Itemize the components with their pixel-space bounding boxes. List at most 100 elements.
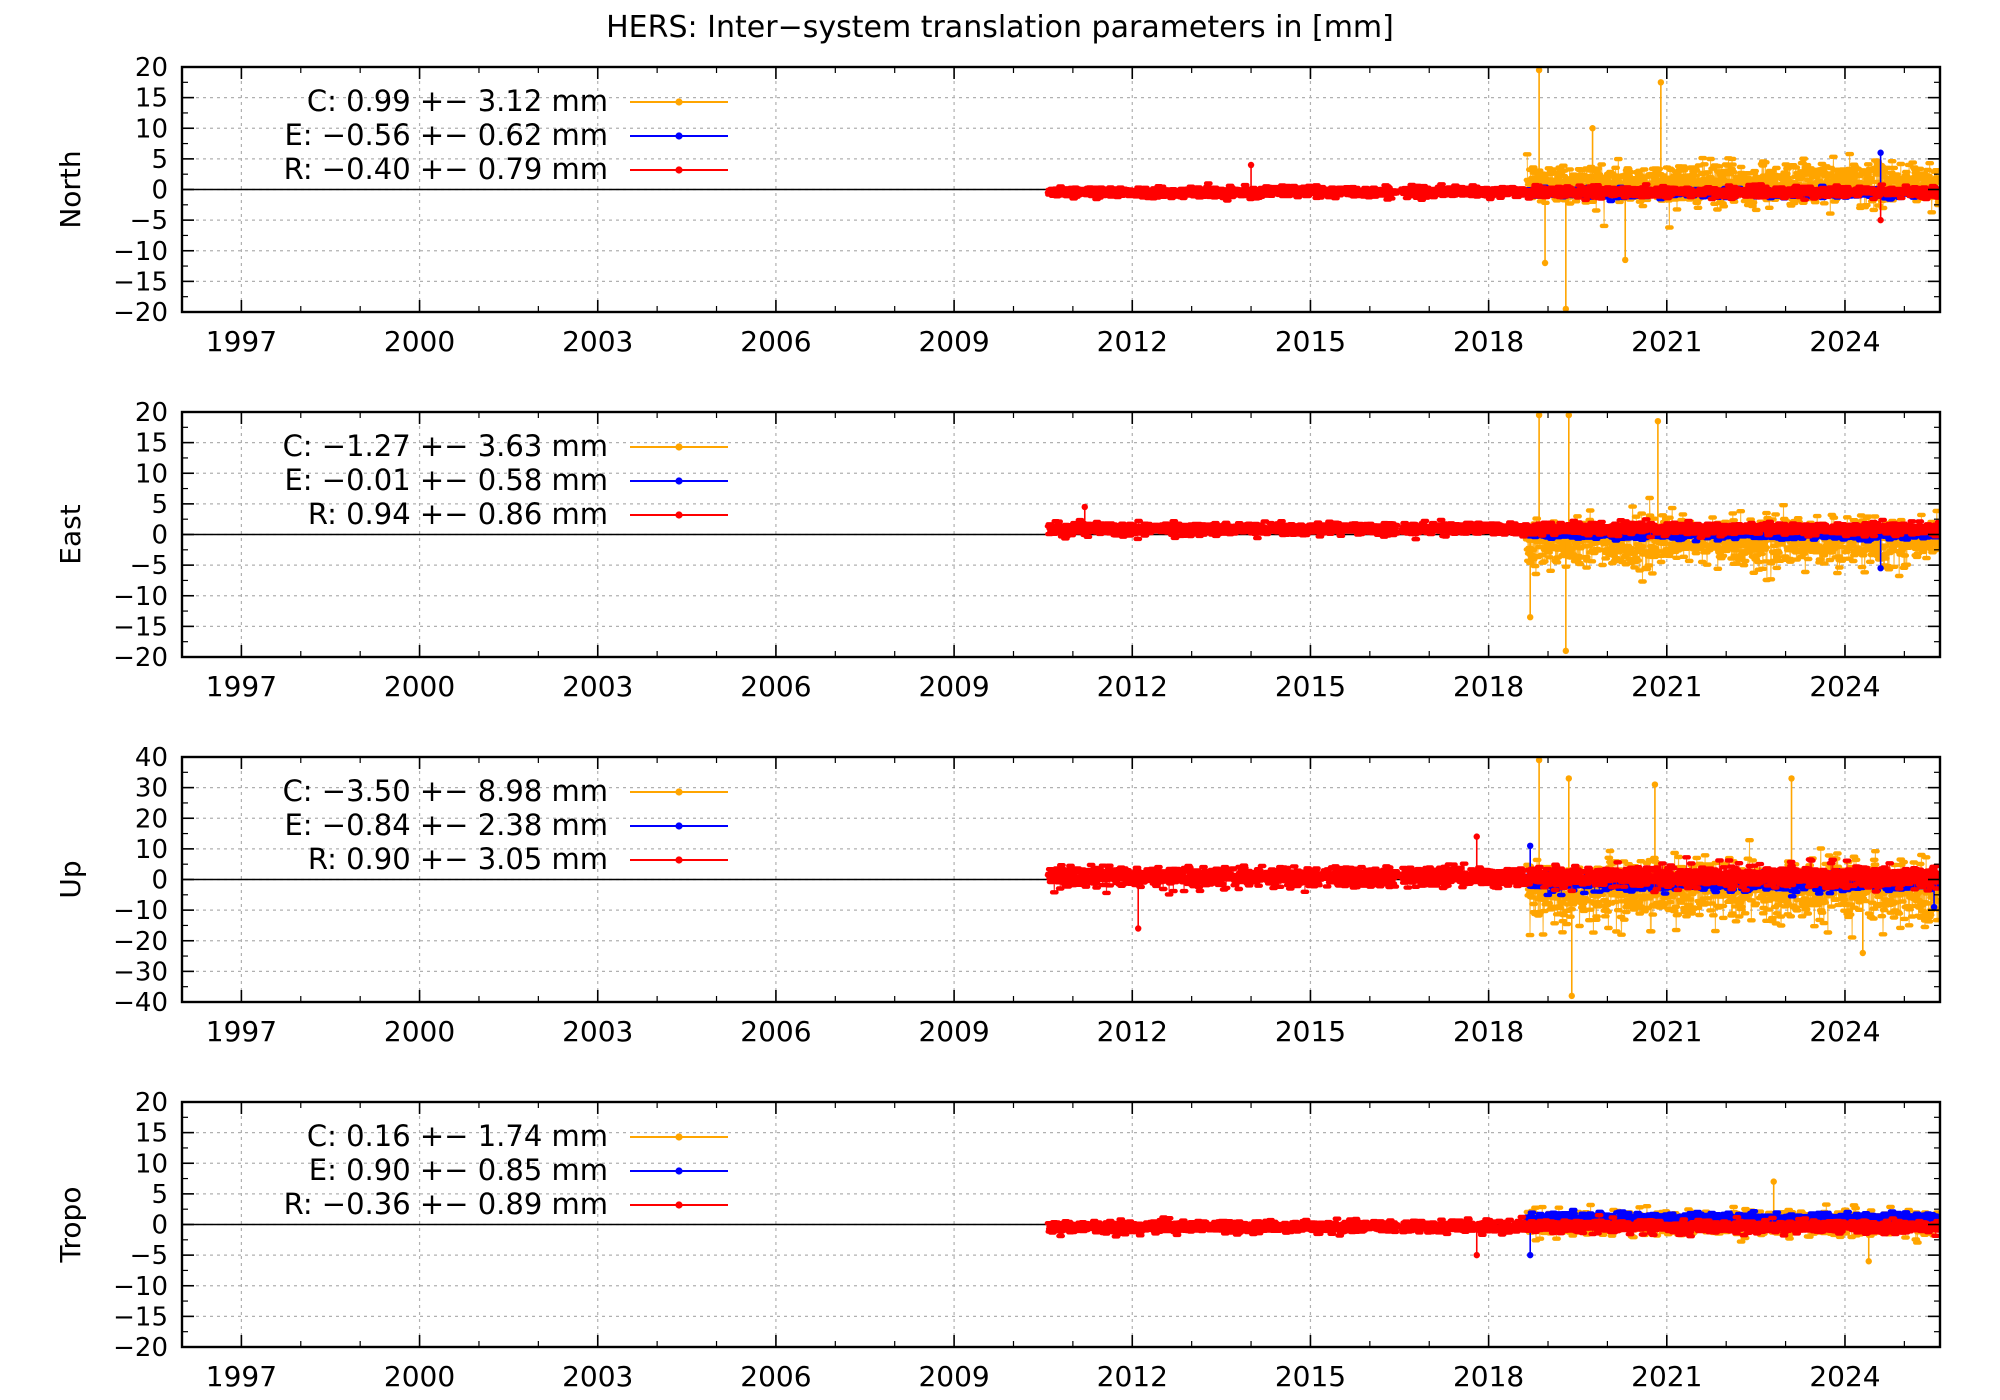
y-tick-label: 20 xyxy=(135,804,168,834)
y-tick-label: 10 xyxy=(135,835,168,865)
data-point-C xyxy=(1568,992,1575,1000)
y-tick-label: 20 xyxy=(135,398,168,428)
y-tick-label: 0 xyxy=(151,866,168,896)
series-points-R xyxy=(1044,855,1940,897)
legend-label-E: E: −0.01 +− 0.58 mm xyxy=(284,463,608,497)
y-tick-label: −10 xyxy=(113,237,168,267)
x-tick-label: 2009 xyxy=(918,670,989,703)
data-point-R xyxy=(1473,1251,1480,1259)
legend-label-E: E: −0.56 +− 0.62 mm xyxy=(284,118,608,152)
x-tick-label: 2018 xyxy=(1453,1015,1524,1048)
legend-marker-R xyxy=(675,1201,683,1209)
data-area xyxy=(1044,757,1940,1000)
y-tick-label: 0 xyxy=(151,521,168,551)
x-tick-label: 2024 xyxy=(1809,325,1880,358)
y-tick-label: −5 xyxy=(130,1241,168,1271)
x-tick-label: 2012 xyxy=(1097,325,1168,358)
data-point-E xyxy=(1526,842,1534,850)
y-tick-label: −40 xyxy=(113,988,168,1018)
data-point-C xyxy=(1541,259,1549,267)
legend-marker-C xyxy=(675,1133,683,1141)
data-point-C xyxy=(1565,412,1572,419)
y-tick-label: −15 xyxy=(113,612,168,642)
y-tick-label: 5 xyxy=(151,145,168,175)
y-tick-label: −10 xyxy=(113,582,168,612)
x-tick-label: 1997 xyxy=(206,1015,277,1048)
data-point-C xyxy=(1565,775,1573,782)
y-tick-label: 5 xyxy=(151,490,168,520)
y-tick-label: −20 xyxy=(113,298,168,328)
data-point-C xyxy=(1535,412,1543,419)
legend-label-C: C: 0.99 +− 3.12 mm xyxy=(307,84,608,118)
y-tick-label: 20 xyxy=(135,1088,168,1118)
x-tick-label: 2012 xyxy=(1097,1360,1168,1393)
legend-marker-C xyxy=(675,788,683,796)
x-tick-label: 2015 xyxy=(1275,670,1346,703)
y-tick-label: 40 xyxy=(135,743,168,773)
data-point-C xyxy=(1526,613,1534,621)
data-point-C xyxy=(1562,305,1570,312)
data-point-C xyxy=(1654,417,1662,425)
x-tick-label: 2024 xyxy=(1809,1360,1880,1393)
x-tick-label: 1997 xyxy=(206,325,277,358)
y-tick-label: 30 xyxy=(135,774,168,804)
y-tick-label: −20 xyxy=(113,643,168,673)
x-tick-label: 2006 xyxy=(740,670,811,703)
data-point-C xyxy=(1770,1178,1777,1185)
x-tick-label: 2003 xyxy=(562,1360,633,1393)
data-area xyxy=(1044,1178,1940,1265)
legend-marker-C xyxy=(675,98,683,106)
x-tick-label: 2006 xyxy=(740,1360,811,1393)
x-tick-label: 2021 xyxy=(1631,670,1702,703)
y-tick-label: −15 xyxy=(113,267,168,297)
data-area xyxy=(1044,67,1940,312)
legend-marker-E xyxy=(675,822,683,830)
x-tick-label: 2021 xyxy=(1631,1360,1702,1393)
data-area xyxy=(1044,412,1940,655)
legend-label-R: R: 0.94 +− 0.86 mm xyxy=(308,497,608,531)
x-tick-label: 2018 xyxy=(1453,1360,1524,1393)
data-point-C xyxy=(1657,79,1665,86)
x-tick-label: 1997 xyxy=(206,1360,277,1393)
series-points-R xyxy=(1044,181,1940,203)
x-tick-label: 2012 xyxy=(1097,670,1168,703)
data-point-C xyxy=(1651,781,1659,788)
legend-marker-R xyxy=(675,166,683,174)
x-tick-label: 2009 xyxy=(918,325,989,358)
y-tick-label: −5 xyxy=(130,551,168,581)
legend-marker-C xyxy=(675,443,683,451)
data-point-C xyxy=(1622,256,1629,264)
data-point-C xyxy=(1865,1258,1872,1265)
y-tick-label: 10 xyxy=(135,114,168,144)
series-points-R xyxy=(1044,517,1940,542)
data-point-C xyxy=(1589,125,1596,132)
y-tick-label: 0 xyxy=(151,176,168,206)
legend-marker-R xyxy=(675,856,683,864)
y-tick-label: −20 xyxy=(113,1333,168,1363)
x-tick-label: 2015 xyxy=(1275,1015,1346,1048)
x-tick-label: 2000 xyxy=(384,325,455,358)
data-point-R xyxy=(1135,925,1142,932)
x-tick-label: 2003 xyxy=(562,325,633,358)
y-tick-label: −10 xyxy=(113,896,168,926)
y-tick-label: −20 xyxy=(113,927,168,957)
x-tick-label: 2015 xyxy=(1275,1360,1346,1393)
x-tick-label: 2006 xyxy=(740,1015,811,1048)
legend-label-R: R: 0.90 +− 3.05 mm xyxy=(308,842,608,876)
legend-label-C: C: −3.50 +− 8.98 mm xyxy=(283,774,608,808)
data-point-C xyxy=(1859,949,1866,957)
y-tick-label: 15 xyxy=(135,429,168,459)
y-tick-label: −15 xyxy=(113,1302,168,1332)
legend-label-E: E: 0.90 +− 0.85 mm xyxy=(309,1153,608,1187)
x-tick-label: 2012 xyxy=(1097,1015,1168,1048)
legend-label-C: C: −1.27 +− 3.63 mm xyxy=(283,429,608,463)
data-point-C xyxy=(1788,775,1795,782)
legend-marker-E xyxy=(675,132,683,140)
y-axis-label: East xyxy=(54,504,87,564)
y-tick-label: 10 xyxy=(135,459,168,489)
x-tick-label: 2021 xyxy=(1631,325,1702,358)
